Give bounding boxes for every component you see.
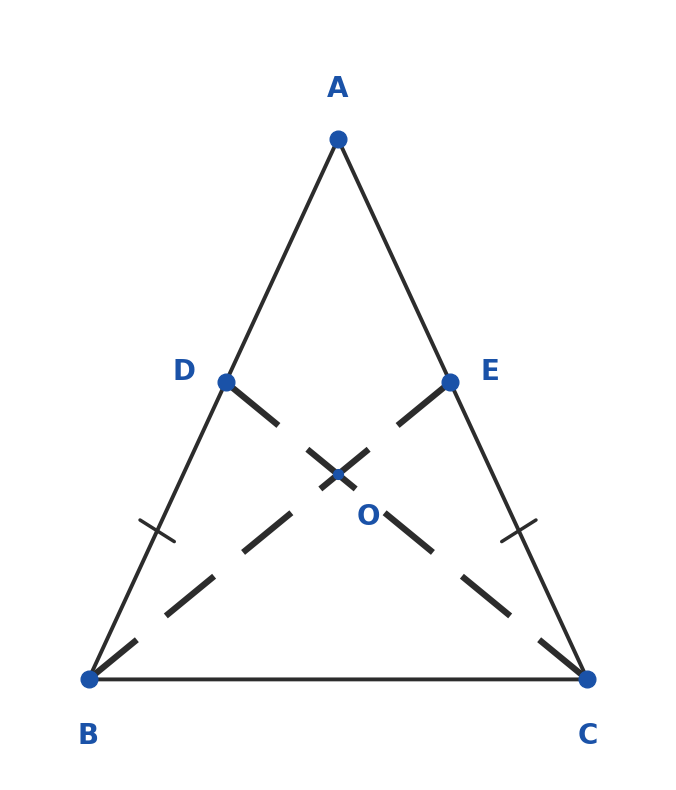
Text: C: C	[577, 722, 598, 750]
Text: B: B	[78, 722, 99, 750]
Text: A: A	[327, 76, 349, 103]
Text: O: O	[356, 503, 380, 531]
Text: E: E	[481, 358, 500, 386]
Text: D: D	[172, 358, 195, 386]
